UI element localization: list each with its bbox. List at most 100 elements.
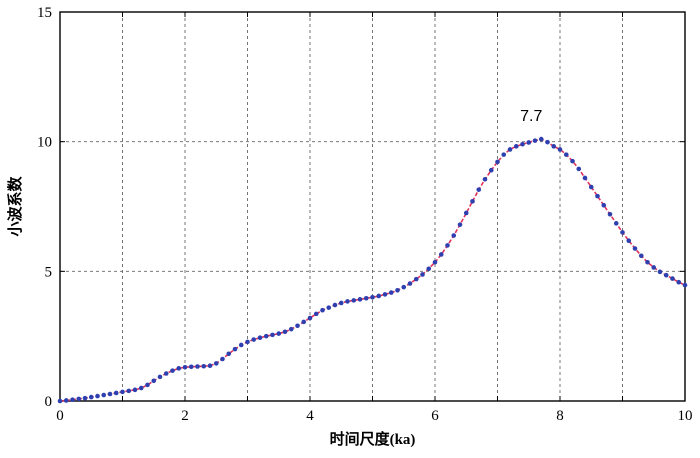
- data-point: [495, 159, 500, 165]
- data-point: [276, 331, 282, 336]
- data-point: [263, 333, 269, 339]
- data-point: [470, 199, 475, 204]
- data-point: [101, 392, 107, 398]
- data-point: [638, 253, 644, 259]
- y-tick-label: 0: [45, 394, 53, 410]
- data-point: [457, 222, 463, 227]
- data-point: [357, 297, 363, 302]
- data-point: [613, 221, 619, 226]
- grid: [60, 12, 685, 401]
- data-point: [407, 281, 413, 286]
- data-point: [201, 363, 207, 369]
- data-point: [438, 252, 444, 257]
- data-point: [626, 238, 632, 244]
- data-point: [126, 388, 132, 394]
- x-tick-label: 10: [678, 408, 693, 424]
- data-point: [538, 136, 544, 142]
- data-point: [557, 147, 563, 152]
- data-point: [401, 284, 407, 290]
- data-point: [157, 374, 163, 380]
- data-point: [238, 342, 244, 348]
- data-point: [220, 356, 225, 362]
- data-point: [513, 144, 519, 149]
- data-point: [320, 307, 325, 313]
- data-point: [70, 397, 75, 403]
- y-tick-label: 10: [37, 135, 52, 151]
- data-point: [132, 387, 138, 393]
- x-tick-label: 2: [181, 408, 189, 424]
- data-point: [382, 292, 388, 297]
- data-point: [501, 152, 507, 157]
- x-tick-label: 8: [556, 408, 564, 424]
- series-layer: [57, 136, 688, 404]
- data-point: [57, 398, 63, 404]
- data-point: [207, 363, 213, 369]
- data-point: [82, 395, 88, 401]
- data-point: [370, 294, 375, 300]
- data-point: [476, 187, 482, 192]
- y-tick-label: 15: [37, 5, 52, 21]
- x-axis-title: 时间尺度(ka): [330, 430, 416, 448]
- data-point: [682, 282, 688, 288]
- data-point: [420, 272, 425, 277]
- data-point: [195, 364, 200, 369]
- data-point: [426, 266, 432, 272]
- data-point: [582, 175, 588, 181]
- x-tick-label: 4: [306, 408, 314, 424]
- data-point: [176, 366, 182, 371]
- y-tick-label: 5: [45, 264, 53, 280]
- data-point: [432, 259, 438, 265]
- data-point: [651, 265, 657, 270]
- data-point: [257, 335, 263, 341]
- data-point: [307, 315, 313, 321]
- data-point: [620, 230, 625, 235]
- data-point: [445, 243, 450, 248]
- data-point: [151, 378, 157, 384]
- data-point: [451, 233, 457, 238]
- data-point: [657, 269, 663, 275]
- data-point: [270, 332, 275, 338]
- data-point: [95, 393, 100, 399]
- data-point: [251, 337, 257, 342]
- peak-annotation: 7.7: [520, 108, 542, 125]
- data-point: [63, 398, 69, 403]
- data-point: [545, 139, 550, 145]
- data-point: [488, 167, 494, 173]
- x-tick-label: 0: [56, 408, 64, 424]
- data-point: [107, 391, 113, 397]
- data-point: [532, 138, 538, 143]
- data-point: [588, 184, 594, 190]
- data-point: [607, 211, 613, 217]
- data-point: [338, 300, 344, 306]
- data-point: [595, 193, 600, 199]
- data-point: [463, 210, 469, 216]
- data-point: [551, 144, 557, 149]
- data-point: [413, 276, 419, 282]
- data-point: [113, 390, 119, 396]
- data-point: [313, 311, 319, 317]
- data-point: [563, 152, 569, 157]
- data-point: [245, 339, 250, 345]
- y-axis-title: 小波系数: [6, 176, 24, 237]
- data-point: [170, 368, 175, 373]
- x-tick-label: 6: [431, 408, 439, 424]
- data-point: [213, 361, 219, 366]
- data-point: [676, 279, 682, 285]
- data-point: [295, 323, 300, 329]
- data-point: [345, 299, 350, 304]
- data-point: [388, 290, 394, 295]
- data-point: [282, 329, 288, 335]
- data-point: [332, 302, 338, 308]
- data-point: [226, 351, 232, 357]
- data-point: [145, 382, 150, 388]
- data-point: [138, 385, 144, 391]
- data-point: [301, 319, 307, 325]
- axis-ticks: 0 2 4 6 8 10 0 5 10 15: [37, 5, 693, 424]
- data-point: [663, 272, 669, 278]
- data-point: [507, 147, 513, 152]
- series-line: [59, 138, 686, 402]
- data-point: [670, 276, 675, 281]
- data-point: [88, 394, 94, 400]
- data-point: [526, 140, 532, 145]
